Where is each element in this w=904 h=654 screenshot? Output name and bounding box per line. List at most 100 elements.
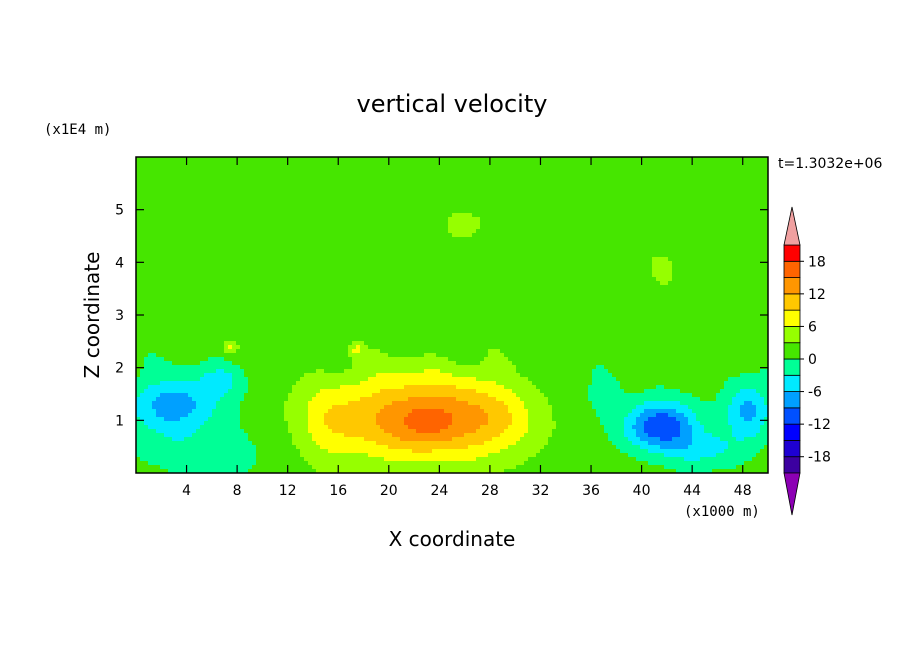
contour-cell: [576, 205, 581, 210]
contour-cell: [232, 213, 237, 218]
contour-cell: [436, 241, 441, 246]
contour-cell: [712, 221, 717, 226]
contour-cell: [644, 253, 649, 258]
contour-cell: [364, 197, 369, 202]
contour-cell: [240, 237, 245, 242]
contour-cell: [552, 157, 557, 162]
contour-cell: [456, 169, 461, 174]
contour-cell: [592, 209, 597, 214]
contour-cell: [492, 189, 497, 194]
contour-cell: [580, 189, 585, 194]
contour-cell: [184, 169, 189, 174]
contour-cell: [476, 253, 481, 258]
contour-cell: [636, 213, 641, 218]
contour-cell: [248, 213, 253, 218]
contour-cell: [520, 165, 525, 170]
contour-cell: [672, 253, 677, 258]
contour-cell: [684, 213, 689, 218]
contour-cell: [348, 197, 353, 202]
contour-cell: [196, 241, 201, 246]
contour-cell: [540, 217, 545, 222]
contour-cell: [696, 213, 701, 218]
contour-cell: [552, 269, 557, 274]
contour-cell: [240, 277, 245, 282]
contour-cell: [404, 261, 409, 266]
contour-cell: [524, 209, 529, 214]
contour-cell: [324, 249, 329, 254]
contour-cell: [648, 273, 653, 278]
contour-cell: [656, 269, 661, 274]
contour-cell: [340, 265, 345, 270]
contour-cell: [288, 221, 293, 226]
contour-cell: [332, 201, 337, 206]
contour-cell: [564, 197, 569, 202]
contour-cell: [708, 229, 713, 234]
contour-cell: [300, 161, 305, 166]
contour-cell: [384, 281, 389, 286]
contour-cell: [152, 225, 157, 230]
contour-cell: [708, 273, 713, 278]
contour-cell: [616, 173, 621, 178]
contour-cell: [156, 165, 161, 170]
contour-cell: [672, 249, 677, 254]
contour-cell: [396, 157, 401, 162]
contour-cell: [552, 237, 557, 242]
contour-cell: [168, 253, 173, 258]
contour-cell: [480, 173, 485, 178]
contour-cell: [236, 165, 241, 170]
contour-cell: [288, 181, 293, 186]
contour-cell: [280, 165, 285, 170]
contour-cell: [592, 237, 597, 242]
contour-cell: [460, 209, 465, 214]
contour-cell: [652, 273, 657, 278]
contour-cell: [604, 157, 609, 162]
contour-cell: [624, 233, 629, 238]
contour-cell: [192, 237, 197, 242]
contour-cell: [276, 185, 281, 190]
contour-cell: [308, 157, 313, 162]
contour-cell: [692, 173, 697, 178]
contour-cell: [764, 273, 769, 278]
contour-cell: [600, 241, 605, 246]
contour-cell: [732, 197, 737, 202]
contour-cell: [144, 161, 149, 166]
contour-cell: [352, 165, 357, 170]
contour-cell: [200, 217, 205, 222]
contour-cell: [440, 177, 445, 182]
contour-cell: [600, 221, 605, 226]
contour-cell: [516, 257, 521, 262]
contour-cell: [376, 209, 381, 214]
contour-cell: [284, 213, 289, 218]
contour-cell: [464, 237, 469, 242]
contour-cell: [236, 213, 241, 218]
contour-cell: [212, 217, 217, 222]
contour-cell: [460, 177, 465, 182]
contour-cell: [480, 177, 485, 182]
contour-cell: [576, 161, 581, 166]
contour-cell: [520, 177, 525, 182]
contour-cell: [356, 265, 361, 270]
contour-cell: [316, 245, 321, 250]
contour-cell: [616, 169, 621, 174]
contour-cell: [720, 257, 725, 262]
contour-cell: [252, 193, 257, 198]
contour-cell: [428, 277, 433, 282]
contour-cell: [596, 221, 601, 226]
contour-cell: [268, 261, 273, 266]
contour-cell: [384, 253, 389, 258]
contour-cell: [592, 221, 597, 226]
contour-cell: [140, 253, 145, 258]
contour-cell: [572, 229, 577, 234]
contour-cell: [368, 181, 373, 186]
contour-cell: [344, 257, 349, 262]
contour-cell: [484, 189, 489, 194]
contour-cell: [712, 233, 717, 238]
contour-cell: [716, 241, 721, 246]
contour-cell: [136, 245, 141, 250]
contour-cell: [652, 205, 657, 210]
contour-cell: [524, 277, 529, 282]
contour-cell: [140, 177, 145, 182]
contour-cell: [588, 221, 593, 226]
contour-cell: [264, 185, 269, 190]
contour-cell: [396, 229, 401, 234]
